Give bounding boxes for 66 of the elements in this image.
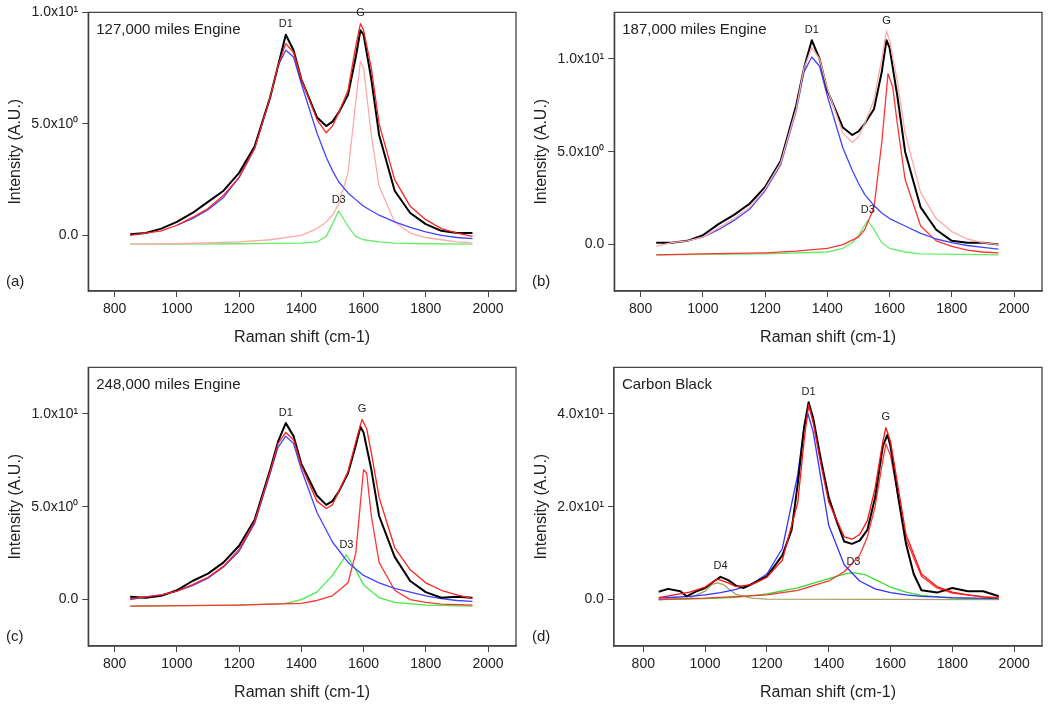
- x-tick-label: 1000: [161, 655, 193, 672]
- annotation: D3: [331, 193, 346, 206]
- y-tick-label: 0.0: [584, 235, 605, 252]
- x-tick-label: 1800: [410, 300, 442, 317]
- text: (a): [6, 271, 25, 289]
- x-tick-label: 1000: [687, 300, 719, 317]
- y-tick-label: 0.0: [584, 590, 605, 607]
- x-axis-title: Raman shift (cm-1): [234, 327, 371, 345]
- y-tick-label: 5.0x10⁰: [31, 497, 79, 514]
- y-tick-label: 4.0x10¹: [557, 404, 605, 421]
- text: (d): [532, 626, 551, 644]
- x-tick-label: 1600: [874, 655, 907, 672]
- annotation: 248,000 miles Engine: [96, 375, 241, 393]
- annotation: G: [881, 410, 891, 423]
- x-tick-label: 1200: [749, 300, 781, 317]
- y-tick-label: 1.0x10¹: [31, 404, 79, 421]
- annotation: G: [882, 13, 891, 26]
- x-tick-label: 800: [629, 300, 653, 317]
- x-tick-label: 2000: [998, 655, 1030, 672]
- x-tick-label: 2000: [472, 300, 504, 317]
- text: (c): [6, 626, 24, 644]
- annotation: D1: [278, 17, 293, 30]
- x-tick-label: 1400: [285, 300, 318, 317]
- x-tick-label: 1000: [161, 300, 193, 317]
- x-axis-title: Raman shift (cm-1): [759, 682, 896, 700]
- y-axis-title: Intensity (A.U.): [532, 453, 550, 560]
- annotation: D4: [713, 559, 728, 572]
- x-tick-label: 2000: [472, 655, 504, 672]
- annotation: 127,000 miles Engine: [96, 20, 241, 38]
- x-tick-label: 1800: [410, 655, 442, 672]
- x-axis-title: Raman shift (cm-1): [234, 682, 371, 700]
- x-tick-label: 800: [103, 300, 127, 317]
- x-tick-label: 1400: [813, 655, 845, 672]
- y-axis-title: Intensity (A.U.): [6, 98, 24, 205]
- annotation: D1: [804, 22, 819, 35]
- y-tick-label: 0.0: [58, 226, 79, 243]
- y-tick-label: 1.0x10¹: [31, 3, 79, 20]
- x-tick-label: 1200: [223, 655, 255, 672]
- y-tick-label: 1.0x10¹: [557, 49, 605, 66]
- text: (b): [532, 271, 551, 289]
- y-tick-label: 2.0x10¹: [557, 497, 605, 514]
- x-tick-label: 2000: [998, 300, 1030, 317]
- y-tick-label: 5.0x10⁰: [31, 114, 79, 131]
- annotation: Carbon Black: [621, 375, 713, 393]
- annotation: D1: [801, 384, 816, 397]
- x-tick-label: 1800: [936, 300, 968, 317]
- annotation: D1: [278, 405, 293, 418]
- y-tick-label: 5.0x10⁰: [557, 142, 605, 159]
- annotation: 187,000 miles Engine: [622, 20, 767, 38]
- x-tick-label: 1200: [223, 300, 255, 317]
- y-axis-title: Intensity (A.U.): [6, 453, 24, 560]
- y-axis-title: Intensity (A.U.): [532, 98, 550, 205]
- x-tick-label: 1800: [936, 655, 969, 672]
- x-tick-label: 800: [631, 655, 656, 672]
- annotation: D3: [339, 537, 354, 550]
- x-tick-label: 1600: [347, 655, 380, 672]
- x-tick-label: 1600: [873, 300, 906, 317]
- x-tick-label: 1600: [347, 300, 380, 317]
- x-axis-title: Raman shift (cm-1): [760, 327, 897, 345]
- x-tick-label: 1000: [689, 655, 721, 672]
- x-tick-label: 1400: [285, 655, 318, 672]
- x-tick-label: 800: [103, 655, 127, 672]
- x-tick-label: 1200: [751, 655, 783, 672]
- x-tick-label: 1400: [811, 300, 844, 317]
- y-tick-label: 0.0: [58, 590, 79, 607]
- annotation: G: [357, 401, 367, 414]
